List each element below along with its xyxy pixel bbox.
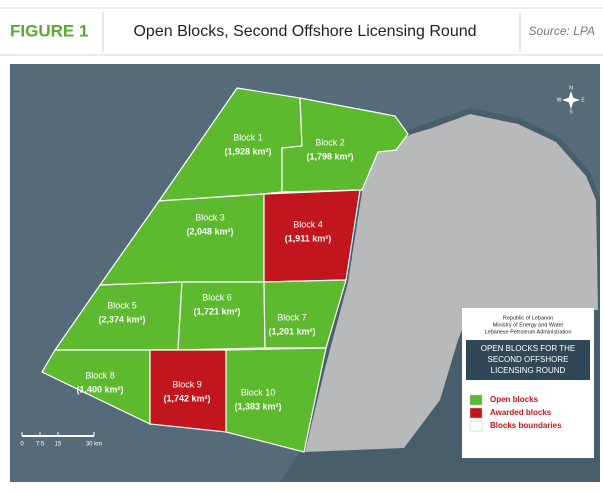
legend-title: OPEN BLOCKS FOR THE bbox=[481, 344, 576, 353]
block-area: (1,928 km²) bbox=[224, 146, 271, 156]
legend-title: SECOND OFFSHORE bbox=[488, 355, 569, 364]
compass-label: N bbox=[569, 85, 573, 91]
block-area: (2,048 km²) bbox=[186, 226, 233, 236]
block-area: (2,374 km²) bbox=[98, 314, 145, 324]
legend-label: Open blocks bbox=[490, 395, 539, 404]
source: Source: LPA bbox=[529, 24, 595, 38]
land bbox=[305, 114, 598, 452]
compass-label: E bbox=[581, 97, 585, 103]
block bbox=[225, 347, 327, 453]
block-name: Block 5 bbox=[107, 300, 137, 310]
legend-label: Blocks boundaries bbox=[490, 421, 562, 430]
figure-label: FIGURE 1 bbox=[10, 21, 88, 40]
legend-swatch bbox=[469, 420, 483, 432]
block bbox=[281, 97, 409, 193]
scale-label: 30 km bbox=[86, 442, 102, 448]
block-area: (1,721 km²) bbox=[193, 306, 240, 316]
block-name: Block 3 bbox=[195, 212, 225, 222]
block-area: (1,383 km²) bbox=[234, 401, 281, 411]
blocks: Block 1 (1,928 km²) Block 2 (1,798 km²) Bloc… bbox=[41, 87, 409, 453]
block-area: (1,201 km²) bbox=[268, 326, 315, 336]
block-area: (1,798 km²) bbox=[306, 151, 353, 161]
compass-label: W bbox=[557, 97, 562, 103]
legend-box bbox=[462, 308, 594, 458]
scale-label: 0 bbox=[20, 442, 24, 448]
legend-org: Ministry of Energy and Water bbox=[493, 322, 564, 328]
legend-title-box bbox=[466, 340, 590, 380]
scale-label: 15 bbox=[55, 442, 62, 448]
legend-org: Lebanese Petroleum Administration bbox=[485, 329, 572, 335]
scale-bar: 0 7.5 15 30 km bbox=[20, 432, 102, 448]
block-name: Block 10 bbox=[241, 387, 276, 397]
compass: N S E W bbox=[557, 85, 586, 115]
scale-label: 7.5 bbox=[36, 442, 45, 448]
block-name: Block 6 bbox=[202, 292, 232, 302]
legend-swatch bbox=[469, 394, 483, 406]
block-name: Block 2 bbox=[315, 137, 345, 147]
legend-label: Awarded blocks bbox=[490, 408, 552, 417]
block-name: Block 4 bbox=[293, 219, 323, 229]
block-area: (1,400 km²) bbox=[76, 384, 123, 394]
legend-org: Republic of Lebanon bbox=[503, 315, 553, 321]
compass-star bbox=[562, 97, 580, 103]
block-area: (1,911 km²) bbox=[285, 233, 332, 243]
block-name: Block 1 bbox=[233, 132, 263, 142]
legend-swatch bbox=[469, 407, 483, 419]
figure-title: Open Blocks, Second Offshore Licensing R… bbox=[133, 23, 476, 40]
block-name: Block 9 bbox=[172, 379, 202, 389]
block bbox=[149, 349, 227, 433]
legend-title: LICENSING ROUND bbox=[491, 366, 566, 375]
block-area: (1,742 km²) bbox=[163, 393, 210, 403]
block-name: Block 7 bbox=[277, 312, 307, 322]
compass-label: S bbox=[569, 109, 573, 115]
block-name: Block 8 bbox=[85, 370, 115, 380]
